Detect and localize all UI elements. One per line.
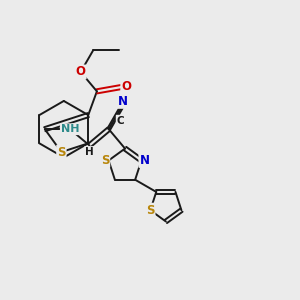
Text: S: S (146, 204, 154, 217)
Text: NH: NH (61, 124, 79, 134)
Text: N: N (140, 154, 149, 167)
Text: H: H (85, 147, 94, 157)
Text: O: O (121, 80, 131, 93)
Text: S: S (57, 146, 66, 158)
Text: N: N (118, 95, 128, 108)
Text: S: S (101, 154, 109, 167)
Text: C: C (117, 116, 124, 126)
Text: O: O (76, 65, 86, 79)
